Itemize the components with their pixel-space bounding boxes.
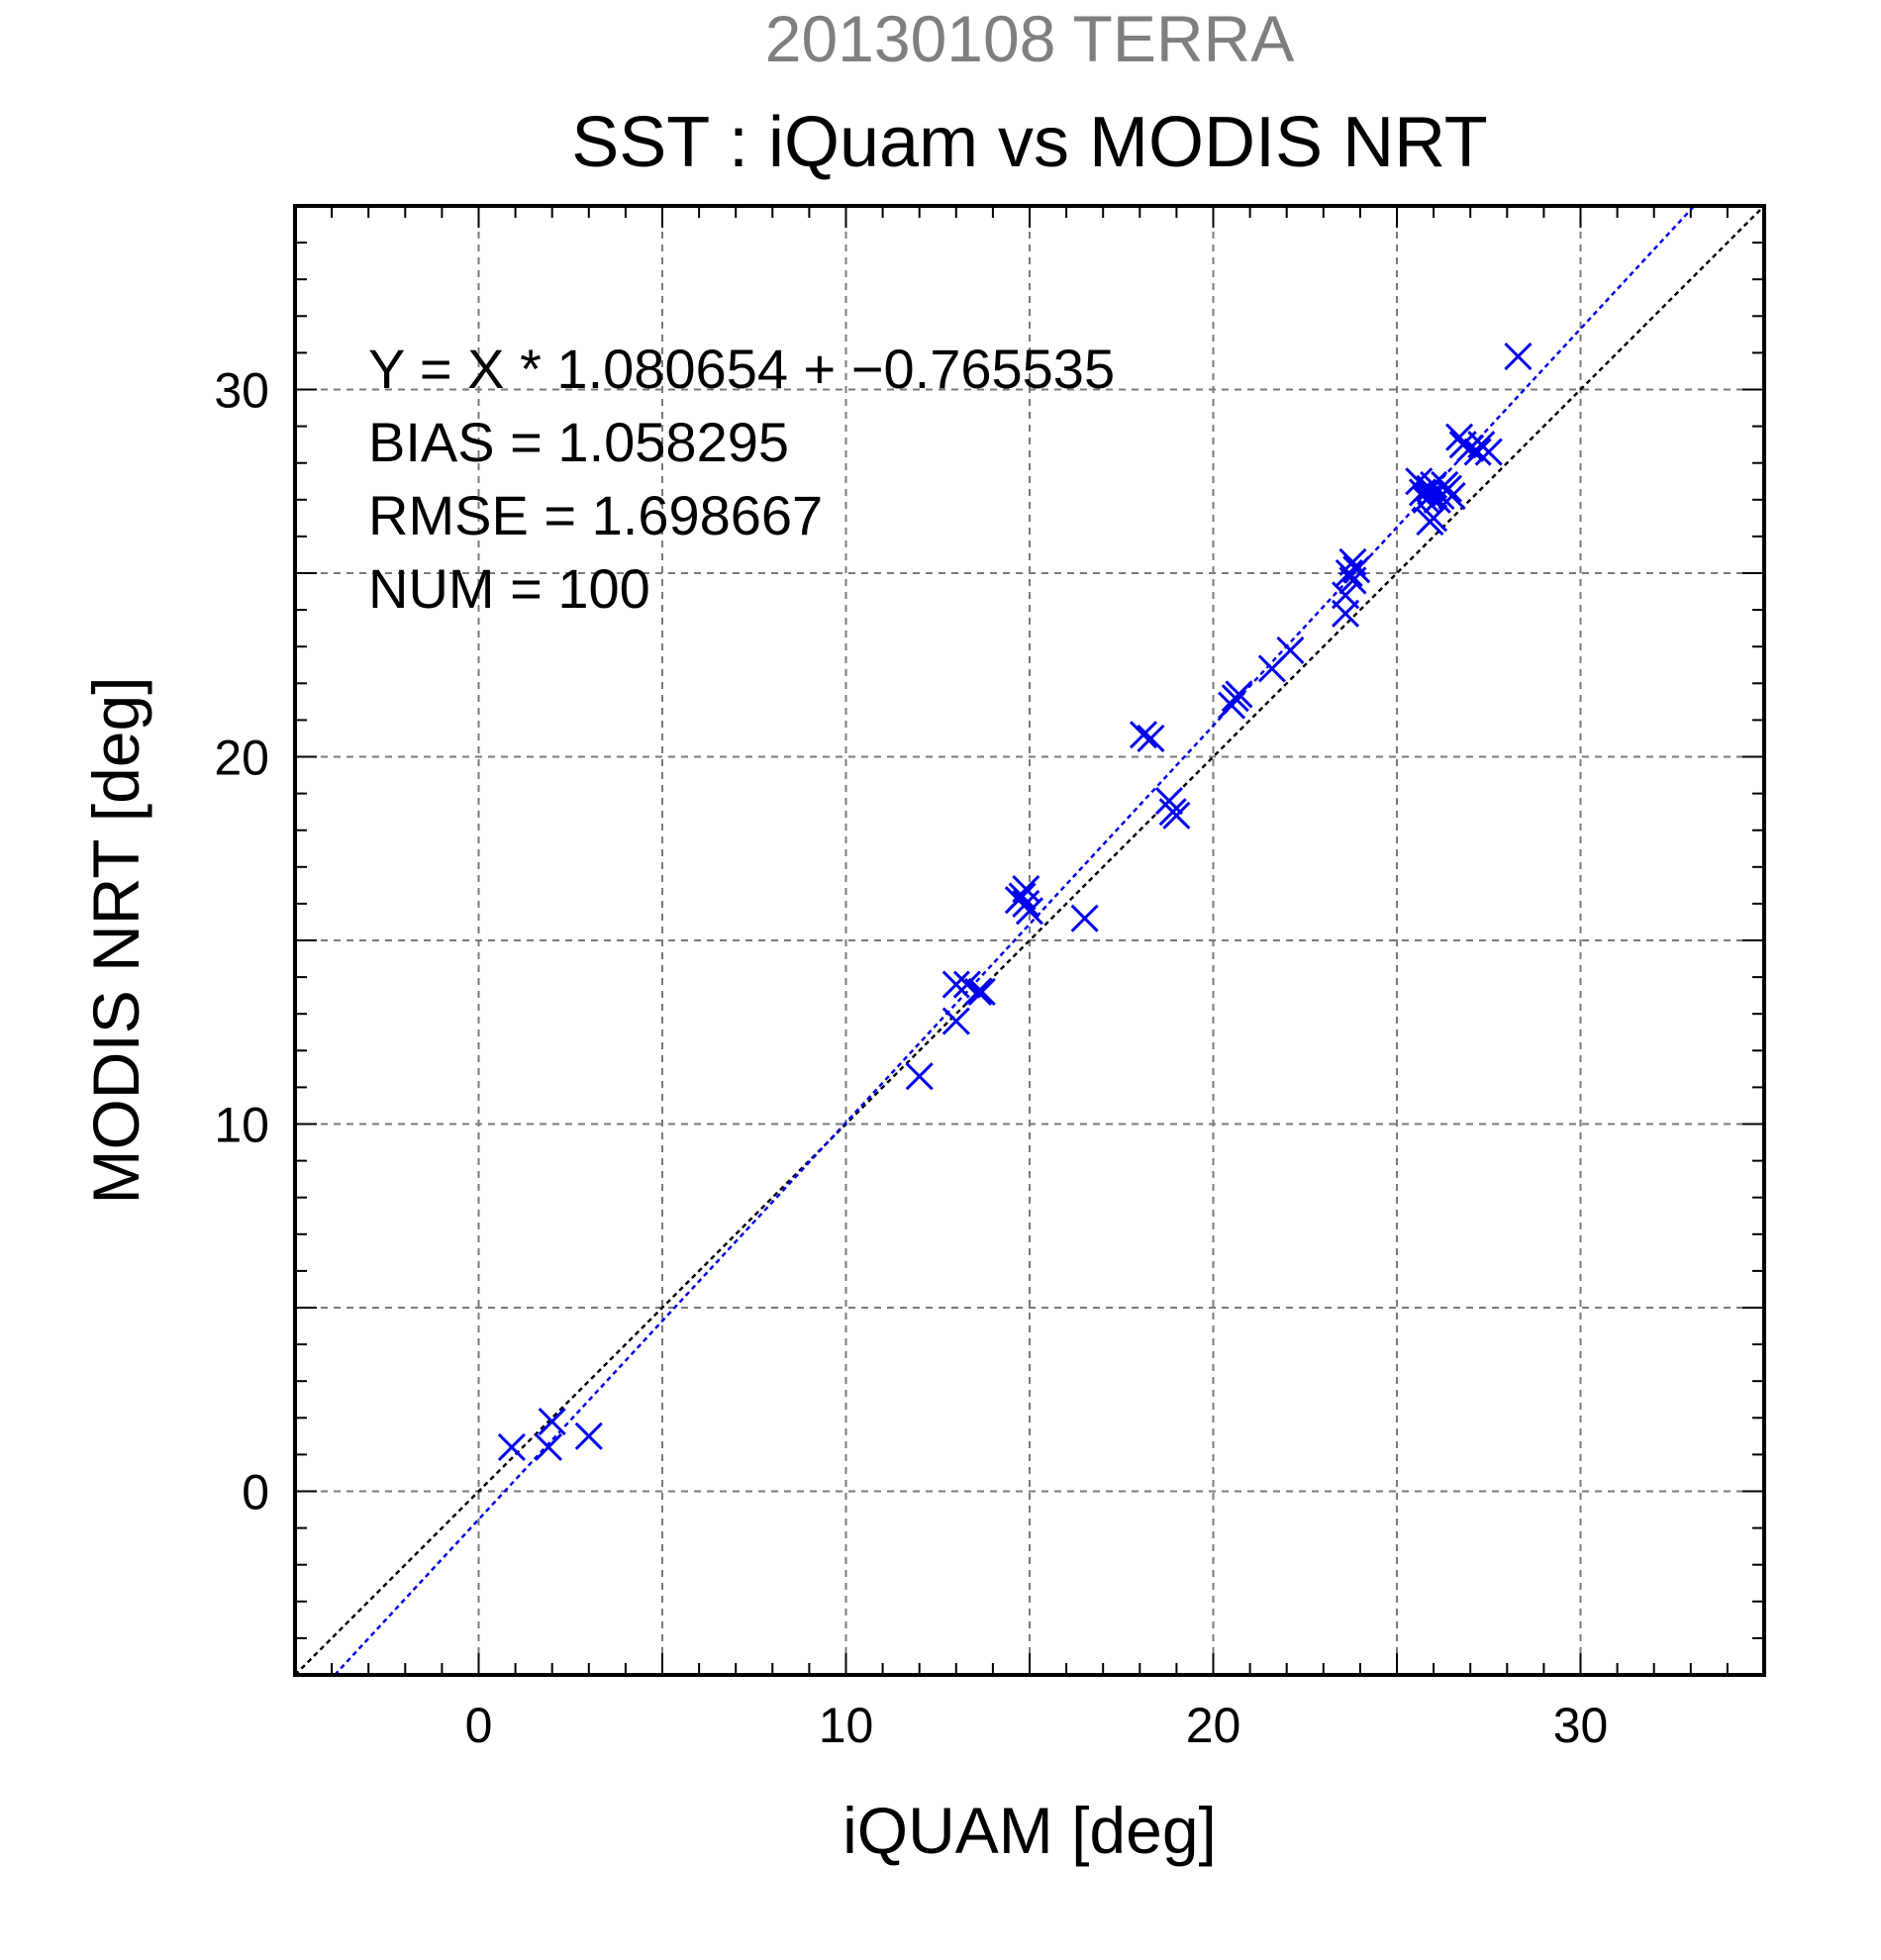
y-tick-label: 10 — [214, 1098, 269, 1153]
data-point — [905, 1062, 934, 1091]
data-point — [1008, 882, 1037, 911]
chart-subtitle: 20130108 TERRA — [765, 2, 1294, 75]
y-tick-label: 20 — [214, 731, 269, 786]
data-point — [534, 1432, 563, 1462]
data-point — [574, 1421, 603, 1450]
data-point — [1342, 555, 1371, 584]
grid-lines — [295, 206, 1764, 1675]
data-point — [1276, 636, 1305, 664]
rmse-value: RMSE = 1.698667 — [368, 484, 823, 546]
data-point — [1335, 558, 1363, 588]
plot-area — [293, 204, 1766, 1677]
data-point — [1434, 474, 1463, 503]
data-point — [497, 1432, 526, 1462]
fit-equation: Y = X * 1.080654 + −0.765535 — [368, 338, 1115, 400]
data-points — [497, 343, 1533, 1462]
data-point — [941, 1007, 970, 1035]
data-point — [1504, 343, 1533, 371]
identity-line — [294, 205, 1765, 1676]
y-axis-title: MODIS NRT [deg] — [79, 676, 152, 1204]
y-tick-label: 0 — [242, 1465, 269, 1520]
data-point — [1463, 438, 1492, 466]
x-tick-label: 0 — [465, 1698, 493, 1753]
x-tick-label: 20 — [1186, 1698, 1241, 1753]
y-tick-labels: 0 10 20 30 — [214, 363, 269, 1520]
data-point — [1012, 889, 1040, 918]
data-point — [1154, 786, 1184, 816]
data-point — [1015, 897, 1044, 926]
data-point — [963, 977, 993, 1007]
data-point — [538, 1407, 566, 1436]
x-tick-labels: 0 10 20 30 — [465, 1698, 1609, 1753]
data-point — [1137, 724, 1165, 753]
data-point — [1162, 801, 1191, 830]
plot-frame — [293, 204, 1766, 1677]
data-point — [1338, 547, 1367, 576]
x-tick-label: 10 — [819, 1698, 874, 1753]
y-tick-label: 30 — [214, 363, 269, 419]
x-axis-title: iQUAM [deg] — [842, 1794, 1217, 1867]
data-point — [941, 970, 970, 999]
chart-title: SST : iQuam vs MODIS NRT — [571, 103, 1488, 182]
data-point — [1225, 680, 1253, 709]
data-point — [1437, 482, 1466, 511]
data-point — [967, 977, 996, 1007]
stats-box: Y = X * 1.080654 + −0.765535 BIAS = 1.05… — [368, 338, 1115, 620]
data-point — [1474, 438, 1503, 466]
bias-value: BIAS = 1.058295 — [368, 411, 789, 473]
data-point — [1420, 504, 1448, 533]
num-value: NUM = 100 — [368, 557, 650, 620]
data-point — [1456, 434, 1485, 462]
data-point — [1129, 721, 1158, 749]
x-tick-label: 30 — [1553, 1698, 1609, 1753]
data-point — [1070, 904, 1099, 932]
